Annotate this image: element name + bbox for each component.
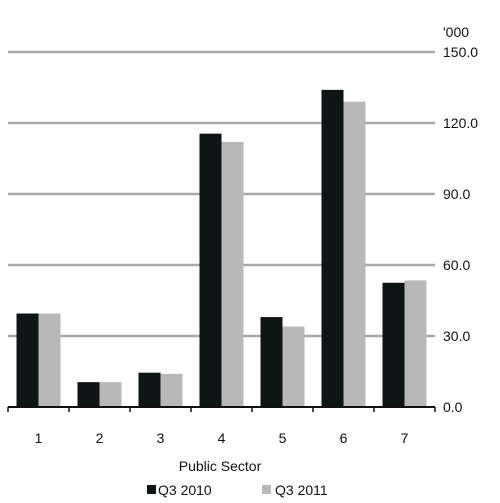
bar-q3-2010-cat-4: [199, 133, 222, 407]
y-tick-label: 150.0: [443, 44, 478, 60]
bars: [16, 89, 427, 407]
y-axis-labels: 0.0 30.0 60.0 90.0 120.0 150.0: [443, 44, 478, 415]
y-tick-label: 60.0: [443, 257, 470, 273]
legend-label: Q3 2010: [158, 482, 212, 498]
legend: Q3 2010 Q3 2011: [147, 482, 328, 498]
y-tick-label: 30.0: [443, 328, 470, 344]
bar-q3-2011-cat-7: [404, 280, 427, 407]
bar-q3-2011-cat-2: [99, 382, 122, 407]
x-tick-label: 4: [218, 430, 226, 446]
bar-q3-2011-cat-5: [282, 326, 305, 407]
y-tick-label: 120.0: [443, 115, 478, 131]
y-tick-label: 90.0: [443, 186, 470, 202]
x-tick-label: 5: [279, 430, 287, 446]
x-axis-title: Public Sector: [179, 458, 262, 474]
x-tick-label: 7: [401, 430, 409, 446]
bar-q3-2010-cat-7: [382, 282, 405, 407]
x-tick-label: 6: [340, 430, 348, 446]
x-ticks: 1 2 3 4 5 6 7: [7, 407, 436, 446]
x-tick-label: 2: [96, 430, 104, 446]
bar-q3-2011-cat-6: [343, 101, 366, 407]
bar-q3-2011-cat-3: [160, 373, 183, 407]
legend-swatch: [147, 485, 156, 494]
units-label: '000: [443, 24, 469, 40]
x-tick-label: 1: [35, 430, 43, 446]
bar-q3-2011-cat-1: [38, 313, 61, 407]
bar-q3-2010-cat-3: [138, 372, 161, 407]
bar-q3-2010-cat-2: [77, 382, 100, 407]
bar-q3-2011-cat-4: [221, 141, 244, 407]
bar-q3-2010-cat-6: [321, 89, 344, 407]
legend-swatch: [262, 485, 271, 494]
bar-q3-2010-cat-5: [260, 317, 283, 407]
legend-label: Q3 2011: [275, 482, 328, 498]
y-tick-label: 0.0: [443, 399, 463, 415]
bar-q3-2010-cat-1: [16, 313, 39, 407]
x-tick-label: 3: [157, 430, 165, 446]
